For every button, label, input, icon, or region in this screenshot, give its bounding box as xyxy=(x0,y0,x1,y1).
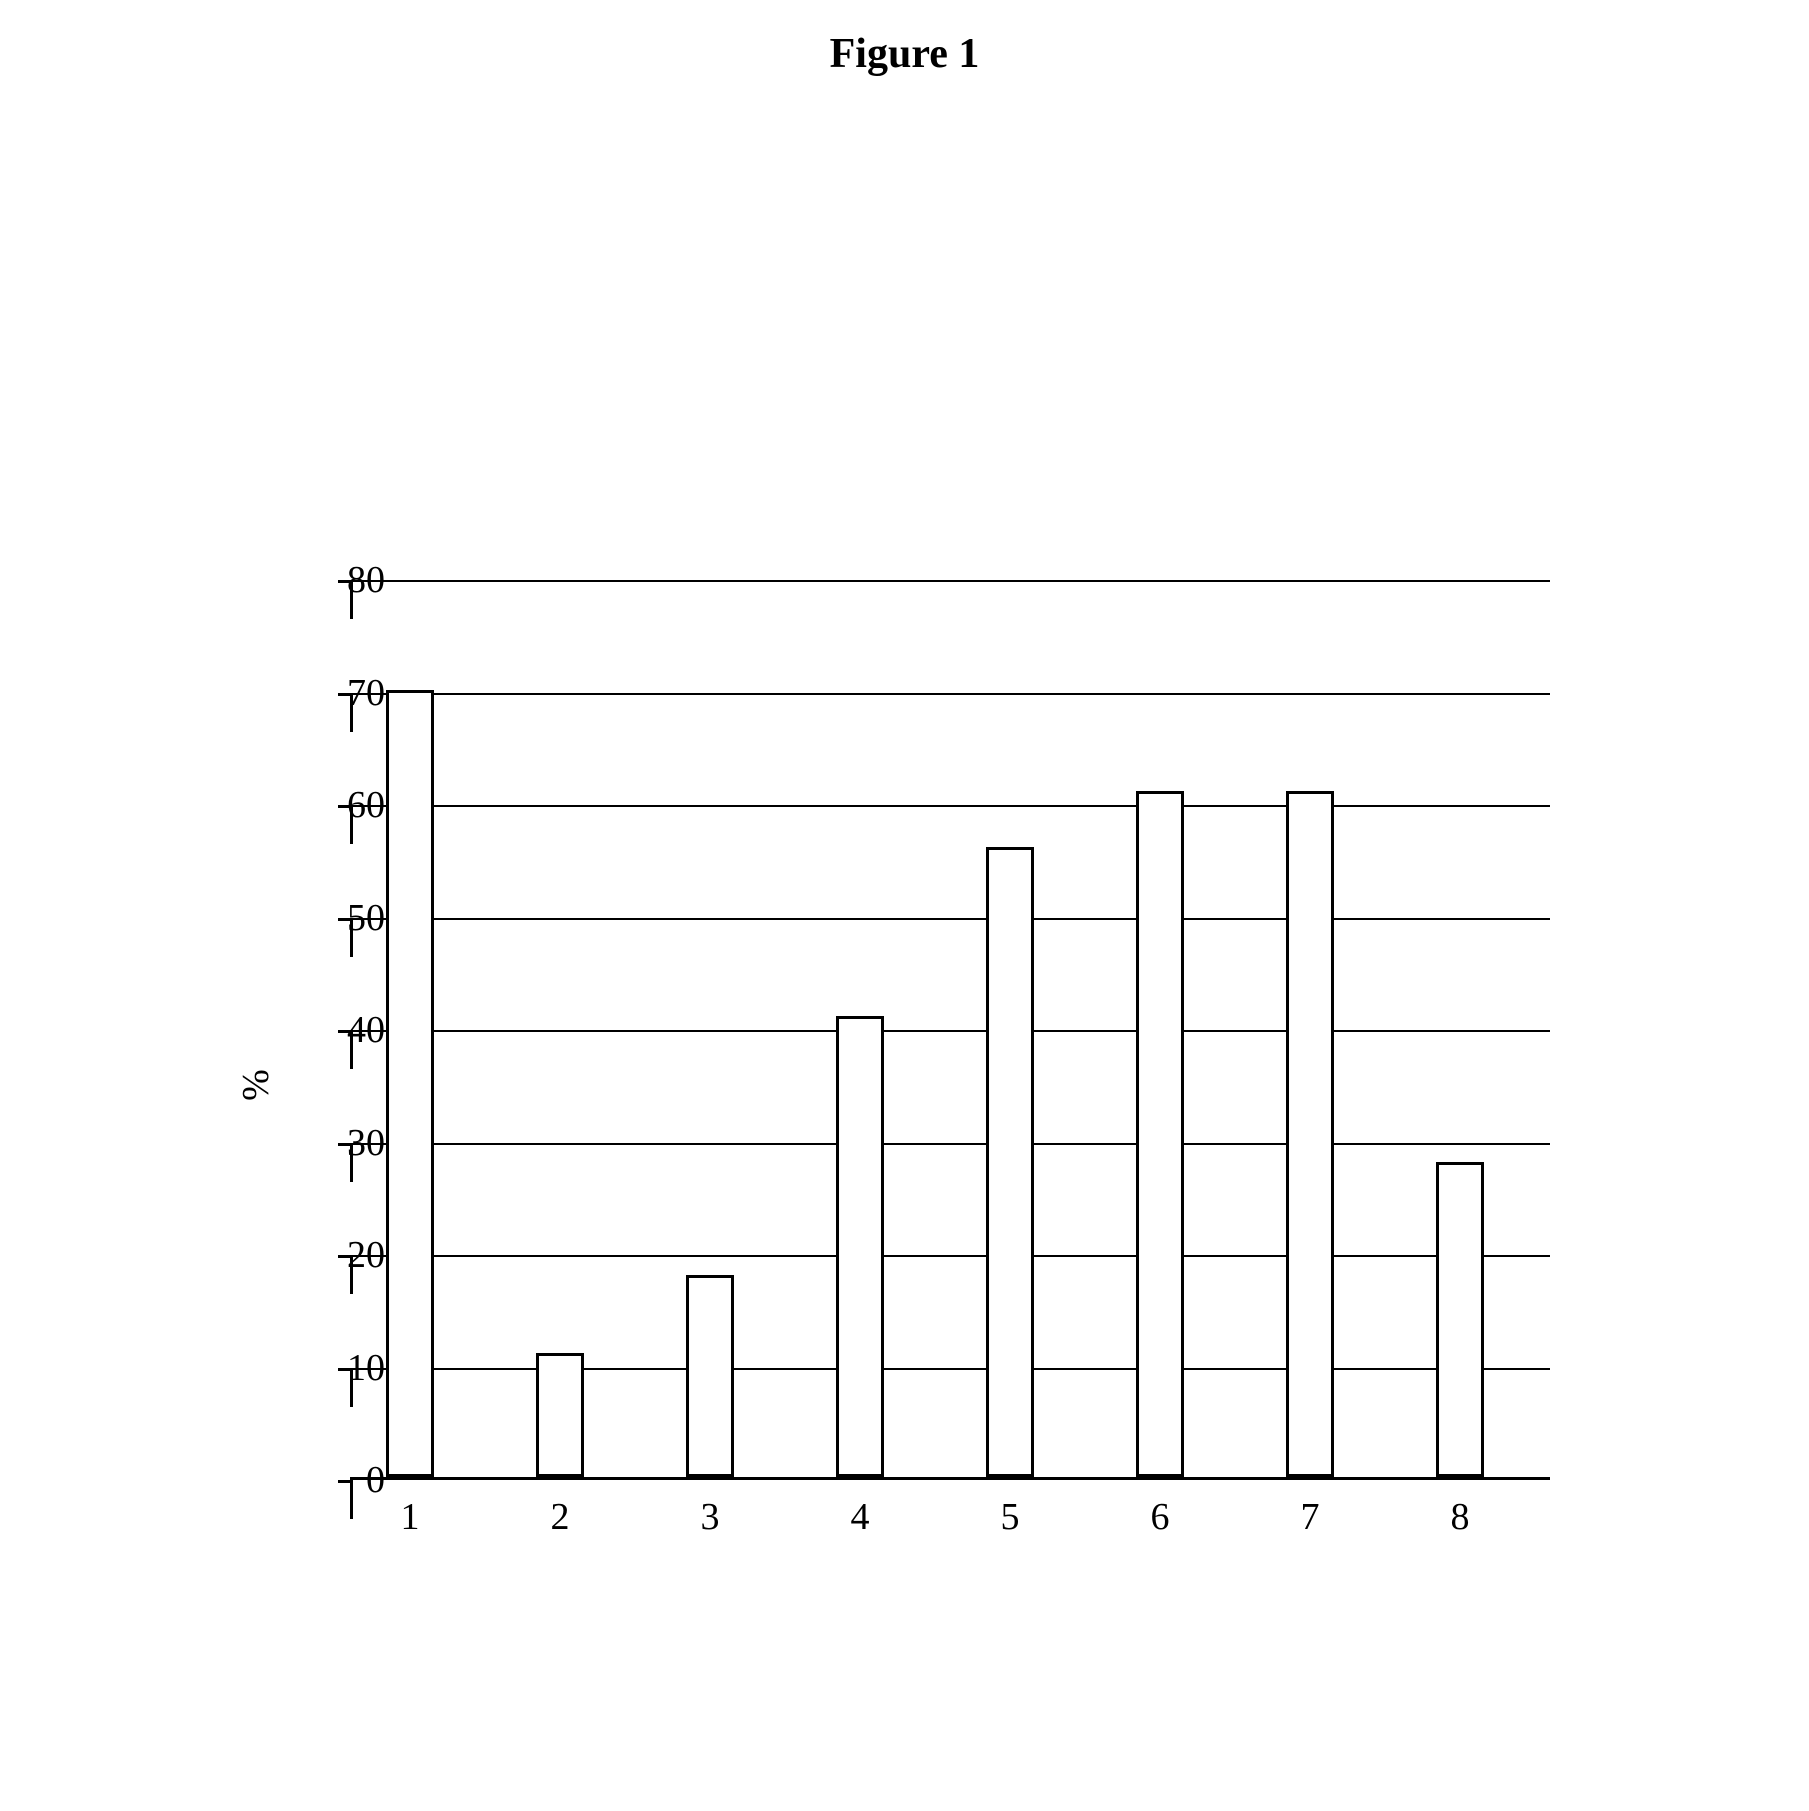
bar xyxy=(986,847,1034,1477)
bar xyxy=(836,1016,884,1477)
x-tick-label: 1 xyxy=(401,1495,420,1539)
x-tick-label: 4 xyxy=(851,1495,870,1539)
y-tick-label: 70 xyxy=(347,671,385,715)
figure-title: Figure 1 xyxy=(830,30,980,78)
bar-chart: % 12345678 01020304050607080 xyxy=(200,560,1600,1610)
bar xyxy=(1436,1162,1484,1477)
x-tick-label: 5 xyxy=(1001,1495,1020,1539)
y-axis-label: % xyxy=(234,1069,278,1101)
y-axis-segment xyxy=(350,1480,353,1519)
gridline xyxy=(350,1368,1550,1370)
x-tick-label: 3 xyxy=(701,1495,720,1539)
y-tick-label: 40 xyxy=(347,1008,385,1052)
x-tick-label: 2 xyxy=(551,1495,570,1539)
x-tick-label: 8 xyxy=(1451,1495,1470,1539)
gridline xyxy=(350,918,1550,920)
y-tick-label: 20 xyxy=(347,1233,385,1277)
bar xyxy=(686,1275,734,1478)
gridline xyxy=(350,805,1550,807)
bar xyxy=(536,1353,584,1477)
y-tick-label: 10 xyxy=(347,1346,385,1390)
bar xyxy=(1136,791,1184,1477)
y-tick-label: 0 xyxy=(366,1458,385,1502)
gridline xyxy=(350,1255,1550,1257)
y-tick xyxy=(338,1480,350,1483)
gridline xyxy=(350,693,1550,695)
gridline xyxy=(350,580,1550,582)
y-tick-label: 80 xyxy=(347,558,385,602)
bar xyxy=(386,690,434,1478)
y-tick-label: 30 xyxy=(347,1121,385,1165)
bar xyxy=(1286,791,1334,1477)
gridline xyxy=(350,1143,1550,1145)
y-tick-label: 50 xyxy=(347,896,385,940)
plot-area: 12345678 xyxy=(350,580,1550,1480)
x-tick-label: 6 xyxy=(1151,1495,1170,1539)
gridline xyxy=(350,1030,1550,1032)
x-tick-label: 7 xyxy=(1301,1495,1320,1539)
y-tick-label: 60 xyxy=(347,783,385,827)
